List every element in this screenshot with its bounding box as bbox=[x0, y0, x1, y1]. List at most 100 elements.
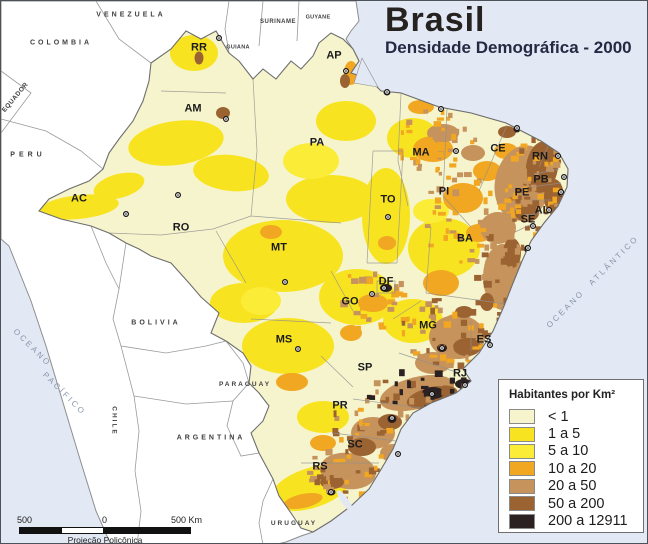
state-label: AL bbox=[534, 204, 550, 217]
legend-entry: < 1 bbox=[509, 408, 637, 425]
legend-title: Habitantes por Km² bbox=[509, 389, 616, 401]
legend-entry: 1 a 5 bbox=[509, 425, 637, 442]
legend-class-label: 10 a 20 bbox=[548, 460, 597, 477]
capital-marker bbox=[429, 391, 436, 398]
legend-swatch bbox=[509, 409, 535, 425]
country-label: URUGUAY bbox=[270, 519, 318, 527]
state-label: TO bbox=[380, 193, 396, 206]
country-label: EQUADOR bbox=[0, 81, 30, 114]
legend-class-label: 200 a 12911 bbox=[548, 513, 628, 530]
scale-bar: 500 0 500 Km Projeção Policônica bbox=[15, 515, 205, 543]
country-label: ARGENTINA bbox=[176, 434, 246, 442]
capital-marker bbox=[384, 88, 391, 95]
ocean-label: PACÍFICO bbox=[40, 370, 88, 418]
state-label: RO bbox=[172, 221, 190, 234]
legend-entry: 50 a 200 bbox=[509, 495, 637, 512]
country-label: PERU bbox=[10, 151, 46, 159]
capital-marker bbox=[545, 207, 552, 214]
legend-class-label: 5 a 10 bbox=[548, 443, 589, 460]
capital-marker bbox=[453, 148, 460, 155]
scale-label-left: 500 bbox=[17, 515, 33, 525]
country-label: GUYANE bbox=[305, 14, 331, 21]
capital-marker bbox=[560, 174, 567, 181]
state-label: GO bbox=[341, 295, 359, 308]
capital-marker bbox=[282, 279, 289, 286]
state-label: MS bbox=[275, 333, 293, 346]
capital-marker bbox=[343, 67, 350, 74]
state-label: RJ bbox=[452, 367, 468, 380]
map-title: Brasil bbox=[385, 1, 486, 39]
state-label: PR bbox=[332, 399, 348, 412]
capital-marker bbox=[381, 285, 388, 292]
capital-marker bbox=[438, 105, 445, 112]
capital-marker bbox=[513, 124, 520, 131]
state-label: RN bbox=[532, 150, 548, 163]
state-label: PB bbox=[533, 173, 549, 186]
state-label: MA bbox=[412, 146, 430, 159]
ocean-label: OCEANO ATLÂNTICO bbox=[544, 233, 641, 330]
capital-marker bbox=[529, 223, 536, 230]
legend-entry: 5 a 10 bbox=[509, 443, 637, 460]
state-label: AP bbox=[326, 49, 342, 62]
country-label: GUIANA bbox=[226, 44, 250, 51]
legend-class-label: 50 a 200 bbox=[548, 495, 605, 512]
state-label: RR bbox=[191, 41, 207, 54]
legend-swatch bbox=[509, 426, 535, 442]
legend-swatch bbox=[509, 513, 535, 529]
capital-marker bbox=[462, 382, 469, 389]
capital-marker bbox=[554, 153, 561, 160]
legend-class-label: 1 a 5 bbox=[548, 426, 581, 443]
state-label: SC bbox=[347, 438, 363, 451]
country-label: CHILE bbox=[110, 406, 118, 436]
state-label: RS bbox=[312, 460, 328, 473]
legend-swatch bbox=[509, 496, 535, 512]
state-label: SE bbox=[520, 213, 536, 226]
map-subtitle: Densidade Demográfica - 2000 bbox=[385, 37, 632, 57]
state-label: AM bbox=[184, 102, 202, 115]
capital-marker bbox=[524, 245, 531, 252]
capital-marker bbox=[328, 489, 335, 496]
capital-marker bbox=[395, 451, 402, 458]
country-label: SURINAME bbox=[259, 19, 297, 25]
legend-entry: 10 a 20 bbox=[509, 460, 637, 477]
state-label: CE bbox=[490, 142, 506, 155]
capital-marker bbox=[487, 342, 494, 349]
title-block: Brasil Densidade Demográfica - 2000 bbox=[385, 1, 632, 57]
state-label: MG bbox=[419, 319, 437, 332]
state-borders bbox=[108, 78, 562, 464]
state-label: BA bbox=[457, 232, 473, 245]
state-label: SP bbox=[357, 361, 373, 374]
state-label: PE bbox=[514, 186, 530, 199]
legend-swatch bbox=[509, 461, 535, 477]
legend-swatch bbox=[509, 478, 535, 494]
legend-entry: 200 a 12911 bbox=[509, 512, 637, 529]
state-label: PA bbox=[309, 136, 325, 149]
ocean-label: OCEANO bbox=[11, 326, 54, 369]
legend-class-label: < 1 bbox=[548, 408, 569, 425]
state-label: PI bbox=[438, 185, 450, 198]
capital-marker bbox=[295, 346, 302, 353]
scale-label-zero: 0 bbox=[102, 515, 108, 525]
projection-caption: Projeção Policônica bbox=[67, 535, 143, 544]
capital-marker bbox=[175, 192, 182, 199]
capital-marker bbox=[122, 211, 129, 218]
capital-marker bbox=[557, 189, 564, 196]
capital-marker bbox=[439, 345, 446, 352]
capital-marker bbox=[216, 34, 223, 41]
state-label: AC bbox=[71, 192, 87, 205]
scale-bar-segments bbox=[19, 527, 191, 534]
legend-swatch bbox=[509, 443, 535, 459]
lagoa-dos-patos bbox=[337, 490, 353, 512]
scale-label-right: 500 Km bbox=[171, 515, 203, 525]
brazil-border bbox=[38, 30, 569, 533]
state-label: DF bbox=[378, 275, 394, 288]
state-label: ES bbox=[476, 333, 492, 346]
capital-marker bbox=[385, 214, 392, 221]
capital-marker bbox=[389, 415, 396, 422]
capital-markers bbox=[122, 34, 567, 496]
amazon-mouth bbox=[353, 57, 379, 88]
